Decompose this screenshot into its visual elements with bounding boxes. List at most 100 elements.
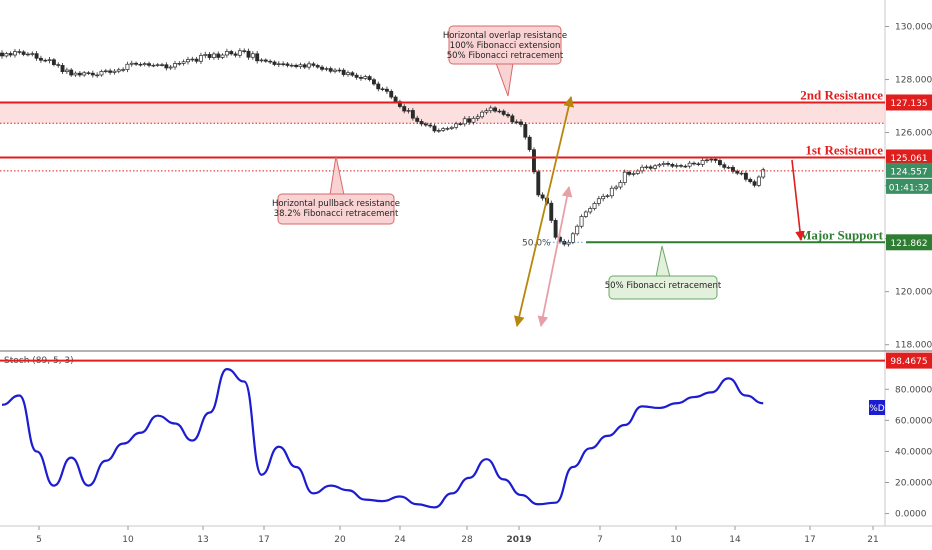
countdown-value: 01:41:32 (889, 183, 929, 193)
stoch-tick-label: 40.0000 (895, 447, 932, 457)
overlap-callout-line: 50% Fibonacci retracement (447, 51, 564, 61)
candle-bear (160, 64, 164, 66)
time-tick-label: 21 (867, 535, 878, 545)
candle-bull (475, 116, 480, 119)
candle-bear (86, 72, 91, 74)
candle-bull (761, 169, 766, 178)
candle-bear (501, 110, 506, 115)
candle-bull (237, 50, 242, 56)
candle-bear (229, 51, 234, 55)
candle-bear (147, 63, 151, 66)
candle-bull (211, 53, 216, 58)
candle-bear (0, 52, 4, 57)
candle-bear (341, 69, 346, 75)
candle-bear (367, 76, 372, 81)
candle-bull (47, 59, 52, 61)
candle-bull (276, 63, 281, 65)
candle-bull (739, 172, 744, 175)
candle-bear (56, 64, 61, 66)
candle-bear (389, 90, 394, 98)
candle-bull (168, 66, 173, 69)
candle-bull (480, 111, 485, 118)
stoch-tick-label: 60.0000 (895, 416, 932, 426)
candle-bull (596, 198, 601, 204)
candle-bull (324, 68, 329, 70)
candle-bear (21, 51, 26, 55)
stoch-tick-label: 0.0000 (895, 510, 927, 520)
candle-bear (510, 115, 515, 123)
candle-bull (289, 64, 294, 67)
candle-bear (302, 64, 307, 68)
price-pane: 130.000128.000126.000124.000122.000120.0… (0, 0, 932, 526)
candle-bear (376, 83, 381, 90)
candle-bull (129, 62, 134, 65)
candle-bull (609, 187, 614, 197)
candle-bull (583, 211, 588, 217)
candle-bull (4, 53, 9, 57)
pullback-callout-box (277, 193, 395, 225)
candle-bear (281, 63, 286, 65)
candle-bull (186, 59, 190, 63)
candle-bear (90, 72, 95, 76)
candle-bear (493, 107, 498, 112)
candle-bear (536, 171, 541, 196)
candle-bear (549, 202, 554, 221)
candle-bear (320, 66, 325, 70)
candle-bear (216, 53, 221, 58)
candle-bull (622, 171, 627, 183)
candle-bull (614, 186, 619, 189)
overlap-callout-box (448, 25, 562, 65)
candle-bear (359, 77, 363, 79)
pullback-callout-line: Horizontal pullback resistance (272, 199, 400, 209)
candle-bull (125, 63, 130, 70)
candle-bull (95, 74, 100, 77)
time-tick-label: 24 (394, 535, 406, 545)
candle-bull (488, 107, 493, 112)
candle-bull (756, 176, 761, 186)
candle-bear (294, 64, 299, 68)
candle-bull (653, 165, 658, 169)
candle-bull (661, 163, 666, 165)
candle-bear (337, 69, 342, 72)
candle-bull (26, 53, 30, 56)
candle-bull (592, 203, 597, 209)
current-price-tag (886, 162, 932, 178)
stoch-tick-label: 80.0000 (895, 385, 932, 395)
time-tick-label: 14 (729, 535, 741, 545)
candle-bear (69, 69, 74, 76)
candle-bull (30, 53, 35, 55)
candle-bull (445, 128, 450, 130)
candle-bear (679, 165, 683, 167)
stoch-legend-label: %D (869, 404, 885, 414)
candle-bear (506, 114, 510, 117)
candle-bull (709, 158, 714, 161)
candle-bear (51, 59, 56, 65)
candle-bear (311, 63, 316, 66)
candle-bear (164, 64, 169, 69)
candle-bull (177, 63, 182, 65)
candle-bear (134, 62, 139, 65)
pullback-callout-line: 38.2% Fibonacci retracement (274, 209, 399, 219)
support-callout-box (608, 275, 718, 300)
candle-bull (575, 225, 580, 235)
candle-bull (203, 54, 208, 56)
candle-bull (601, 195, 606, 200)
candle-bull (644, 166, 649, 169)
time-tick-label: 2019 (506, 535, 531, 545)
candle-bear (8, 53, 13, 56)
candle-bear (692, 162, 696, 165)
candle-bull (99, 71, 104, 76)
time-tick-label: 10 (122, 535, 134, 545)
candle-bear (263, 59, 268, 62)
candle-bear (467, 118, 472, 123)
candle-bear (696, 163, 701, 165)
candle-bull (64, 69, 69, 72)
candle-bear (354, 74, 359, 78)
candle-bear (350, 72, 355, 76)
candle-bull (190, 58, 195, 61)
time-tick-label: 13 (197, 535, 208, 545)
candle-bear (415, 117, 420, 122)
time-tick-label: 5 (36, 535, 42, 545)
